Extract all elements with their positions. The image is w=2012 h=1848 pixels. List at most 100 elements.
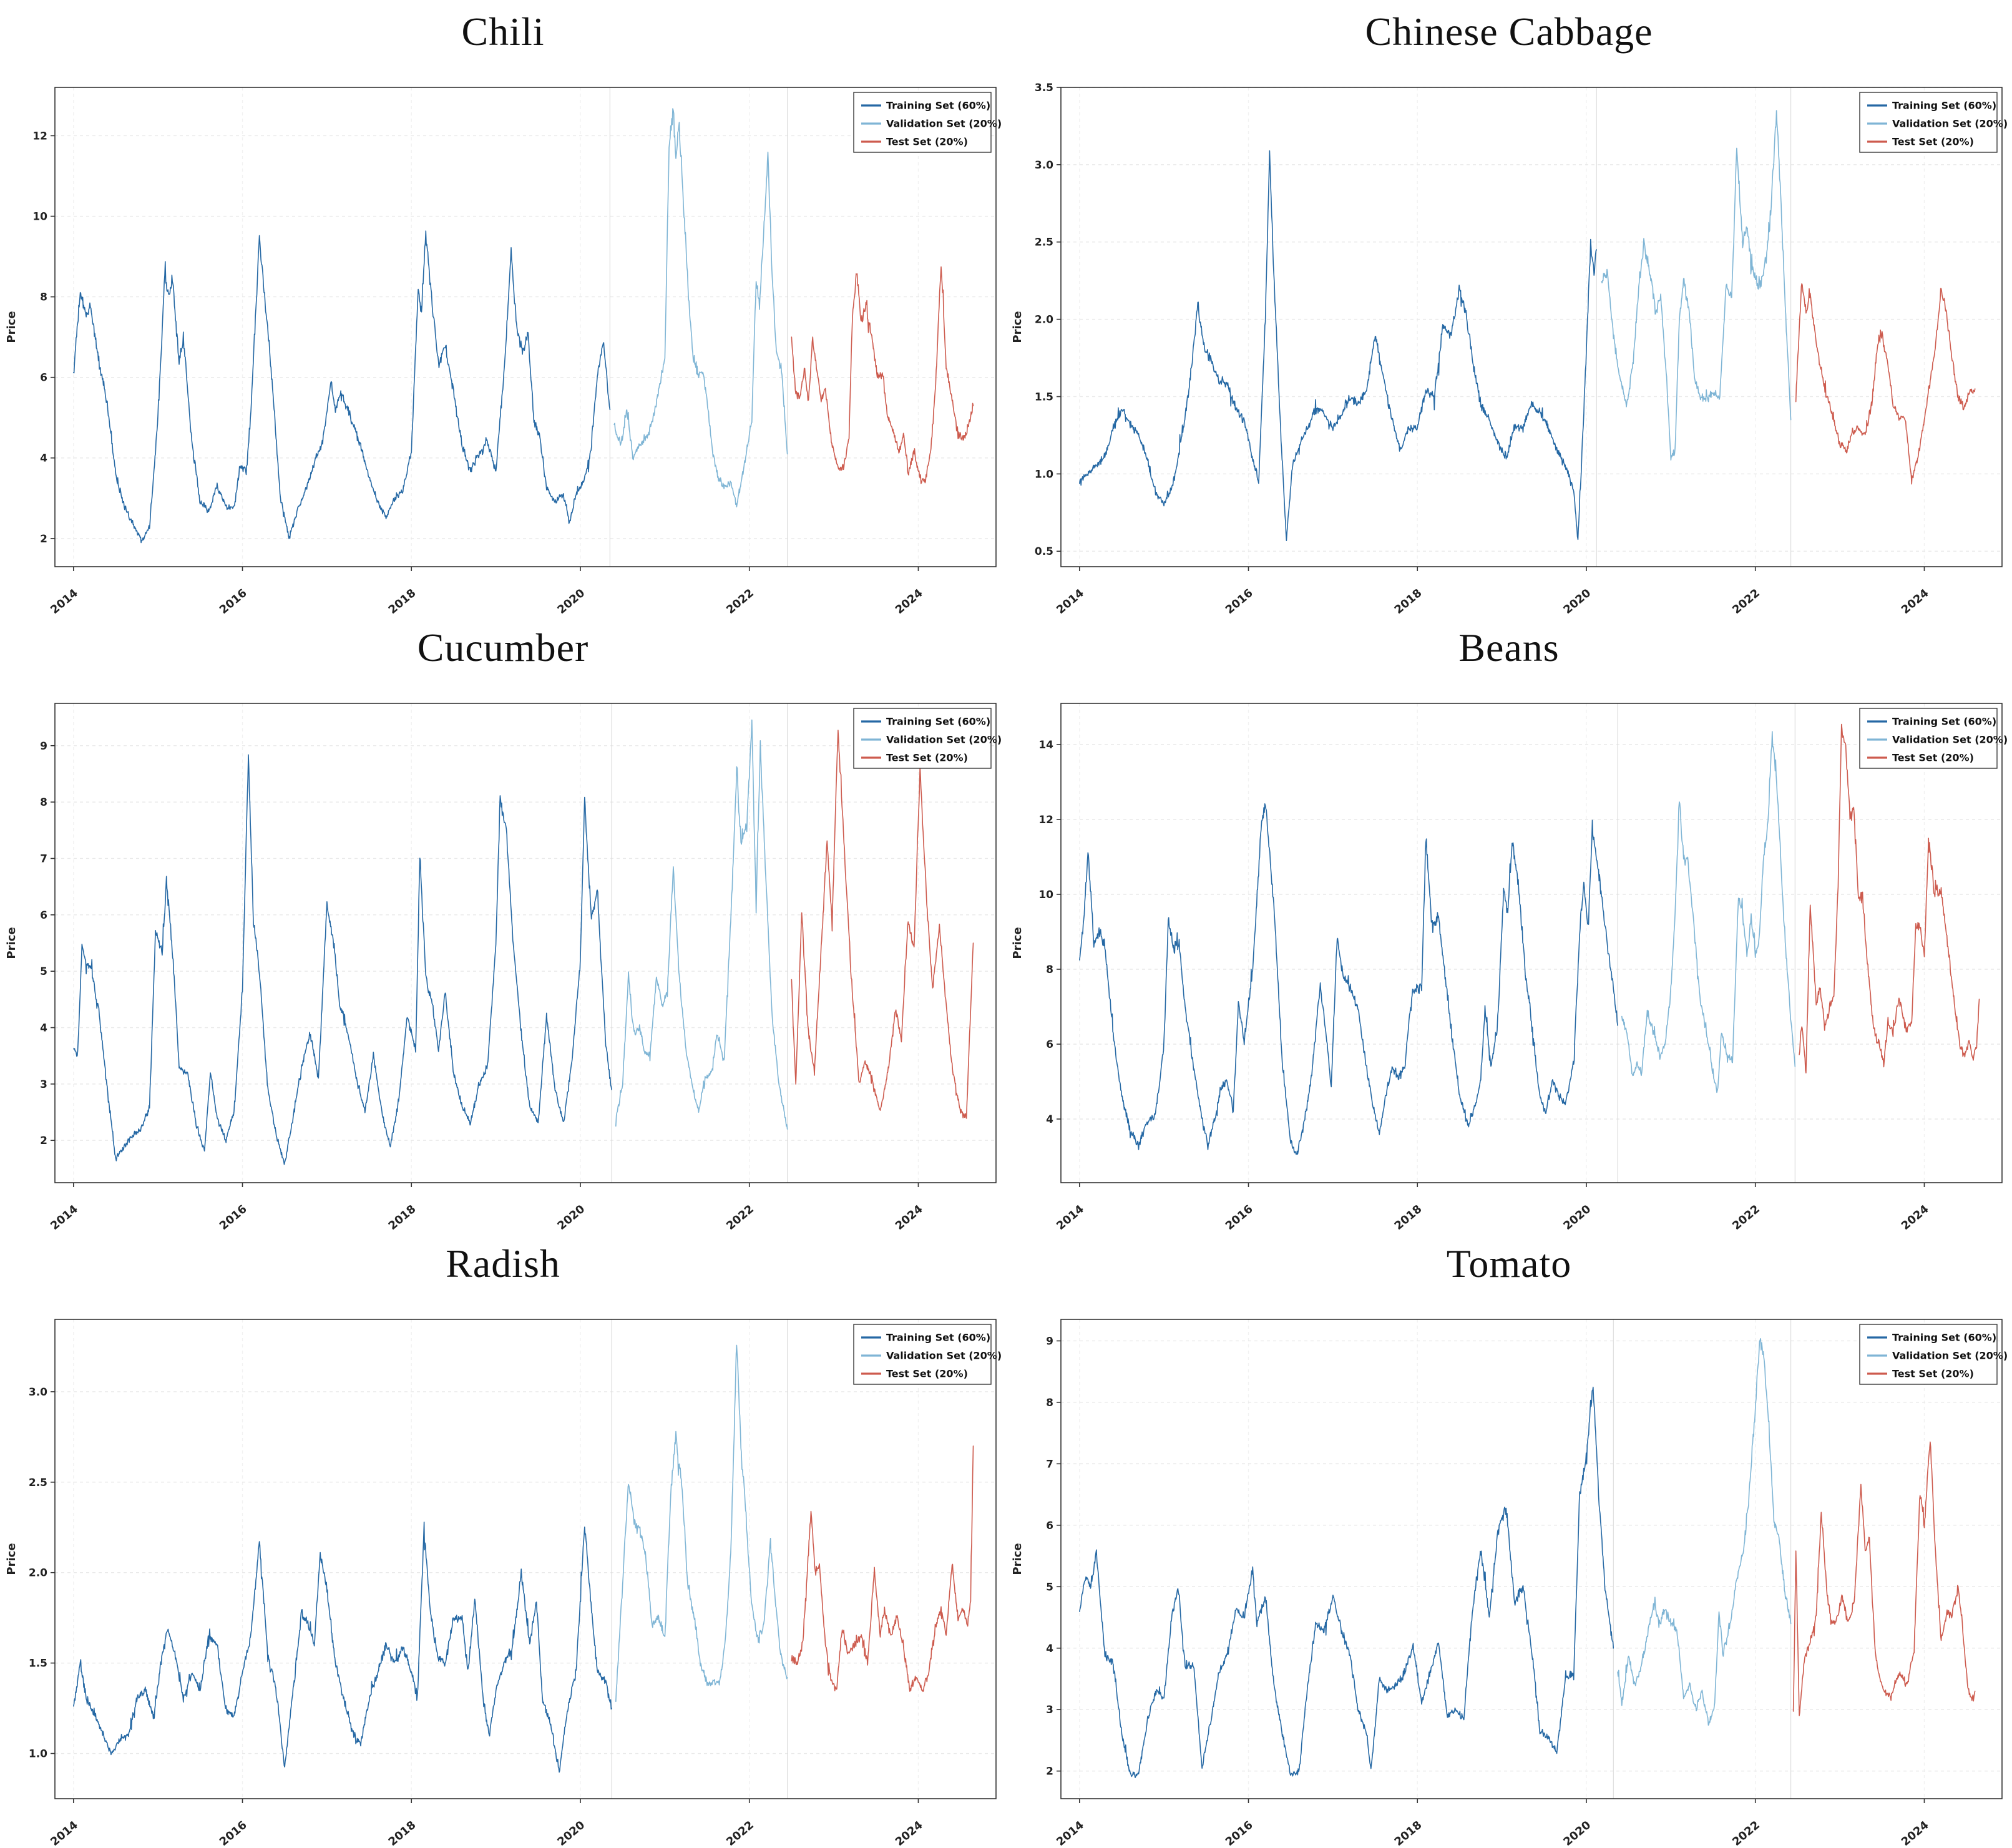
y-tick-label: 7	[1046, 1458, 1053, 1470]
x-tick-label: 2016	[1223, 1819, 1256, 1848]
chart-title-chili: Chili	[461, 9, 545, 54]
x-tick-label: 2018	[1392, 587, 1425, 616]
x-tick-label: 2022	[724, 1203, 756, 1232]
chart-canvas-chili: 2 4 6 8 10 12 2014 2016 2018 2020 2022 2024 Price Tra…	[5, 87, 1002, 616]
y-tick-label: 3	[1046, 1704, 1053, 1716]
legend: Training Set (60%) Validation Set (20%) Te…	[853, 1324, 1002, 1385]
legend: Training Set (60%) Validation Set (20%) Te…	[853, 708, 1002, 769]
chart-chili: Chili 2 4 6 8 10 12 2014 2016 2018 2020 2022 2024 Pr…	[0, 0, 1006, 616]
chart-chinese-cabbage: Chinese Cabbage 0.5 1.0 1.5 2.0 2.5 3.0 3.5 201…	[1006, 0, 2012, 616]
series-test	[1795, 283, 1976, 485]
legend: Training Set (60%) Validation Set (20%) Te…	[1859, 1324, 2008, 1385]
x-tick-label: 2024	[1899, 1819, 1931, 1848]
legend-label-train: Training Set (60%)	[886, 1332, 990, 1344]
chart-title-tomato: Tomato	[1446, 1241, 1572, 1286]
y-tick-label: 9	[40, 740, 47, 753]
series-validation	[613, 108, 788, 507]
y-tick-label: 2	[40, 1135, 47, 1147]
legend-label-test: Test Set (20%)	[886, 752, 968, 764]
x-tick-label: 2016	[1223, 1203, 1256, 1232]
y-tick-label: 6	[1046, 1520, 1053, 1532]
series-validation	[1621, 731, 1796, 1093]
series-train	[73, 1522, 612, 1773]
x-tick-label: 2020	[555, 1203, 587, 1232]
chart-radish: Radish 1.0 1.5 2.0 2.5 3.0 2014 2016 2018 2020 20…	[0, 1232, 1006, 1848]
axis-ticks: 4 6 8 10 12 14 2014 2016 2018 2020 2022 2024	[1038, 739, 1931, 1232]
y-tick-label: 6	[1046, 1039, 1053, 1051]
x-tick-label: 2014	[48, 587, 81, 616]
y-axis-label: Price	[1011, 311, 1024, 343]
series-test	[1792, 1441, 1976, 1716]
x-tick-label: 2024	[893, 1819, 925, 1848]
y-tick-label: 4	[1046, 1643, 1053, 1655]
y-tick-label: 2.5	[29, 1477, 47, 1489]
series-train	[1079, 803, 1618, 1155]
x-tick-label: 2024	[1899, 1203, 1931, 1232]
y-axis-label: Price	[1011, 927, 1024, 959]
y-tick-label: 9	[1046, 1335, 1053, 1347]
y-tick-label: 12	[32, 130, 47, 142]
x-tick-label: 2022	[1730, 1203, 1762, 1232]
plot-border	[54, 1319, 997, 1799]
y-tick-label: 8	[1046, 1397, 1053, 1409]
x-tick-label: 2018	[386, 1819, 419, 1848]
y-tick-label: 8	[40, 291, 47, 304]
y-tick-label: 10	[1038, 889, 1053, 901]
legend-label-validation: Validation Set (20%)	[886, 734, 1002, 746]
chart-tomato: Tomato 2 3 4 5 6 7 8 9 2014 2016 2018 2020 2022 2024 P…	[1006, 1232, 2012, 1848]
y-tick-label: 3.0	[29, 1386, 47, 1399]
legend-label-train: Training Set (60%)	[1892, 1332, 1996, 1344]
x-tick-label: 2016	[217, 1819, 250, 1848]
legend-label-validation: Validation Set (20%)	[1892, 118, 2008, 130]
gridlines	[1061, 703, 2002, 1183]
y-tick-label: 4	[40, 1022, 47, 1035]
series-test	[791, 1445, 974, 1693]
y-tick-label: 0.5	[1035, 545, 1053, 558]
y-tick-label: 1.0	[1035, 468, 1053, 481]
gridlines	[1061, 87, 2002, 567]
legend-label-validation: Validation Set (20%)	[1892, 734, 2008, 746]
series-validation	[615, 719, 788, 1130]
x-tick-label: 2024	[893, 1203, 925, 1232]
x-tick-label: 2022	[1730, 587, 1762, 616]
x-tick-label: 2018	[1392, 1819, 1425, 1848]
legend: Training Set (60%) Validation Set (20%) Te…	[1859, 708, 2008, 769]
y-tick-label: 5	[1046, 1581, 1053, 1593]
x-tick-label: 2020	[555, 587, 587, 616]
chart-canvas-cucumber: 2 3 4 5 6 7 8 9 2014 2016 2018 2020 2022 2024 Price Tra…	[5, 703, 1002, 1232]
chart-cucumber: Cucumber 2 3 4 5 6 7 8 9 2014 2016 2018 2020 2022 202…	[0, 616, 1006, 1232]
legend-label-validation: Validation Set (20%)	[1892, 1350, 2008, 1362]
x-tick-label: 2022	[724, 587, 756, 616]
y-tick-label: 8	[40, 796, 47, 809]
series-train	[1079, 150, 1597, 541]
x-tick-label: 2016	[217, 1203, 250, 1232]
plot-border	[1060, 87, 2003, 567]
x-tick-label: 2024	[893, 587, 925, 616]
chart-title-cucumber: Cucumber	[417, 625, 589, 670]
x-tick-label: 2018	[386, 587, 419, 616]
gridlines	[55, 1319, 996, 1799]
legend-label-train: Training Set (60%)	[1892, 100, 1996, 112]
legend-label-test: Test Set (20%)	[886, 1368, 968, 1380]
gridlines	[1061, 1319, 2002, 1799]
y-tick-label: 6	[40, 372, 47, 384]
y-tick-label: 1.5	[29, 1658, 47, 1670]
legend-label-test: Test Set (20%)	[1892, 1368, 1974, 1380]
y-tick-label: 12	[1038, 814, 1053, 826]
x-tick-label: 2018	[1392, 1203, 1425, 1232]
plot-border	[1060, 1319, 2003, 1799]
chart-title-radish: Radish	[446, 1241, 560, 1286]
x-tick-label: 2024	[1899, 587, 1931, 616]
legend: Training Set (60%) Validation Set (20%) Te…	[853, 92, 1002, 153]
y-tick-label: 3	[40, 1078, 47, 1091]
legend-label-validation: Validation Set (20%)	[886, 1350, 1002, 1362]
x-tick-label: 2014	[48, 1819, 81, 1848]
y-axis-label: Price	[1011, 1543, 1024, 1575]
legend-label-train: Training Set (60%)	[1892, 716, 1996, 728]
y-tick-label: 3.5	[1035, 82, 1053, 94]
x-tick-label: 2020	[1561, 1819, 1593, 1848]
gridlines	[55, 703, 996, 1183]
chart-title-chinese-cabbage: Chinese Cabbage	[1365, 9, 1653, 54]
legend-label-train: Training Set (60%)	[886, 716, 990, 728]
